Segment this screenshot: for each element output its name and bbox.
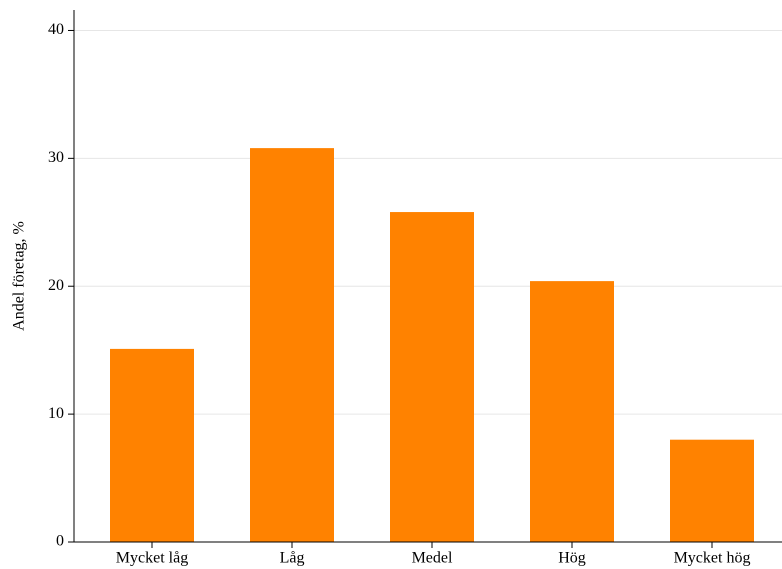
- y-tick-label: 30: [48, 149, 64, 166]
- x-tick-label: Låg: [280, 550, 305, 567]
- x-tick-label: Mycket hög: [674, 550, 751, 567]
- y-tick-label: 20: [48, 277, 64, 294]
- y-axis-label: Andel företag, %: [11, 221, 28, 331]
- y-tick-label: 10: [48, 405, 64, 422]
- bar: [390, 212, 474, 543]
- x-tick-label: Mycket låg: [116, 550, 188, 567]
- bar: [250, 148, 334, 542]
- y-tick-label: 40: [48, 21, 64, 38]
- bar: [530, 281, 614, 542]
- x-tick-label: Medel: [412, 550, 453, 567]
- y-tick-label: 0: [56, 533, 64, 550]
- bar: [670, 439, 754, 542]
- x-tick-label: Hög: [558, 550, 586, 567]
- bar: [110, 348, 194, 542]
